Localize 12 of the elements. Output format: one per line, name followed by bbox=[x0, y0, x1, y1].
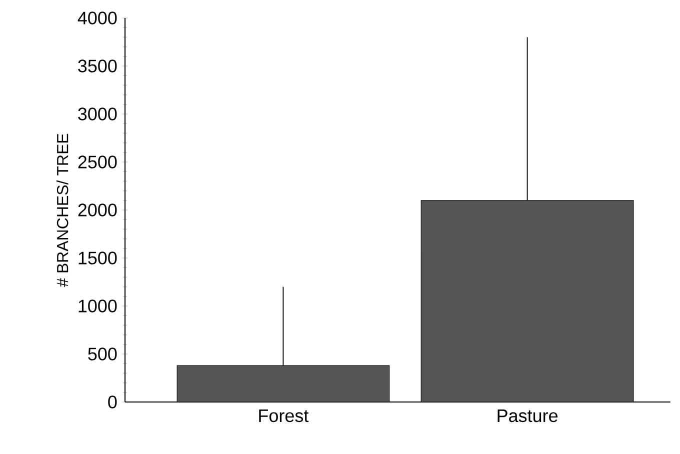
y-tick-label: 3500 bbox=[78, 60, 117, 72]
y-tick-label: 1000 bbox=[78, 300, 117, 312]
x-tick-label: Forest bbox=[259, 410, 309, 422]
y-tick-label: 500 bbox=[88, 348, 117, 360]
x-tick-label: Pasture bbox=[498, 410, 558, 422]
y-tick-label: 2000 bbox=[78, 204, 117, 216]
y-tick-label: 0 bbox=[108, 396, 117, 408]
y-tick-label: 4000 bbox=[78, 12, 117, 24]
y-tick-label: 3000 bbox=[78, 108, 117, 120]
y-tick-label: 2500 bbox=[78, 156, 117, 168]
y-tick-label: 1500 bbox=[78, 252, 117, 264]
y-axis-title: # BRANCHES/ TREE bbox=[56, 134, 68, 287]
